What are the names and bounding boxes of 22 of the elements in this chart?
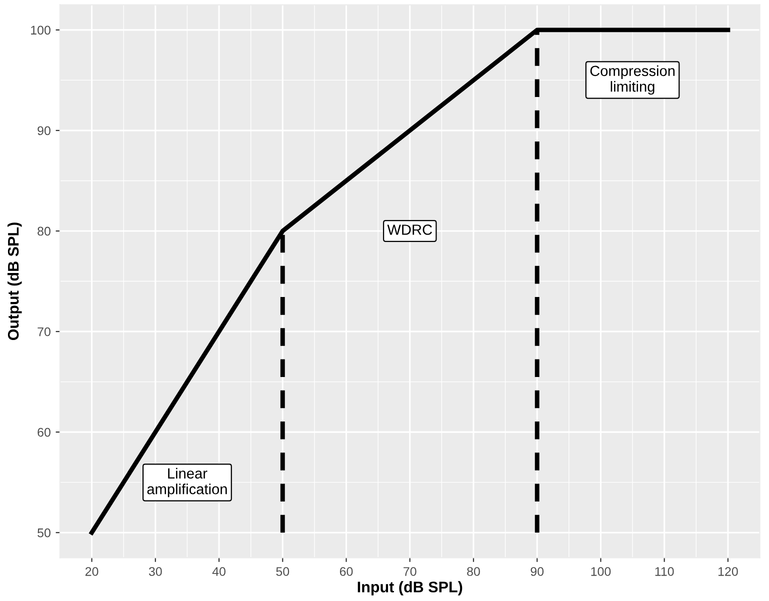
y-tick-label: 90: [38, 126, 50, 136]
x-axis-title: Input (dB SPL): [358, 581, 462, 596]
annotation: WDRC: [387, 224, 432, 235]
x-tick-label: 90: [530, 567, 544, 576]
y-axis-title: Output (dB SPL): [8, 222, 22, 340]
y-tick-label: 80: [38, 226, 50, 236]
x-tick-label: 60: [340, 567, 353, 576]
x-tick-label: 30: [148, 567, 162, 576]
x-tick-label: 20: [85, 567, 98, 576]
y-tick-label: 50: [38, 528, 50, 538]
x-tick-label: 40: [212, 567, 226, 576]
x-tick-label: 100: [591, 567, 611, 576]
annotation: Compression limiting: [590, 65, 675, 95]
y-tick-label: 60: [38, 428, 50, 437]
x-tick-label: 70: [404, 567, 416, 576]
x-tick-label: 120: [718, 567, 738, 576]
annotation: Linear amplification: [147, 468, 227, 498]
x-tick-label: 110: [655, 567, 674, 576]
y-tick-label: 70: [38, 327, 50, 336]
x-tick-label: 50: [276, 567, 290, 576]
y-tick-label: 100: [31, 26, 50, 35]
x-tick-label: 80: [467, 567, 480, 576]
